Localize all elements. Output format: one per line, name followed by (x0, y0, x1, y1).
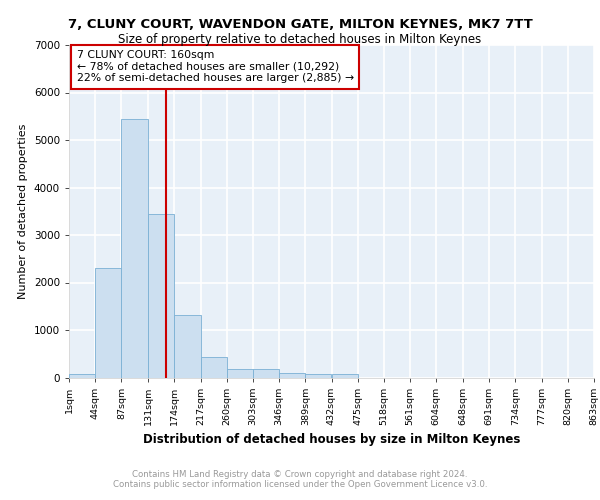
Bar (121, 118, 148, 378)
Bar (95, 268, 121, 378)
Bar (227, 369, 253, 378)
Bar (148, 214, 175, 378)
Text: Contains HM Land Registry data © Crown copyright and database right 2024.
Contai: Contains HM Land Registry data © Crown c… (113, 470, 487, 489)
Bar (331, 374, 358, 378)
Bar (200, 356, 227, 378)
Bar (305, 374, 331, 378)
X-axis label: Distribution of detached houses by size in Milton Keynes: Distribution of detached houses by size … (143, 434, 520, 446)
Text: 7 CLUNY COURT: 160sqm
← 78% of detached houses are smaller (10,292)
22% of semi-: 7 CLUNY COURT: 160sqm ← 78% of detached … (77, 50, 354, 83)
Bar (253, 369, 279, 378)
Text: 7, CLUNY COURT, WAVENDON GATE, MILTON KEYNES, MK7 7TT: 7, CLUNY COURT, WAVENDON GATE, MILTON KE… (68, 18, 532, 30)
Bar (175, 315, 200, 378)
Y-axis label: Number of detached properties: Number of detached properties (18, 124, 28, 299)
Bar (69, 374, 95, 378)
Bar (279, 373, 305, 378)
Text: Size of property relative to detached houses in Milton Keynes: Size of property relative to detached ho… (118, 32, 482, 46)
